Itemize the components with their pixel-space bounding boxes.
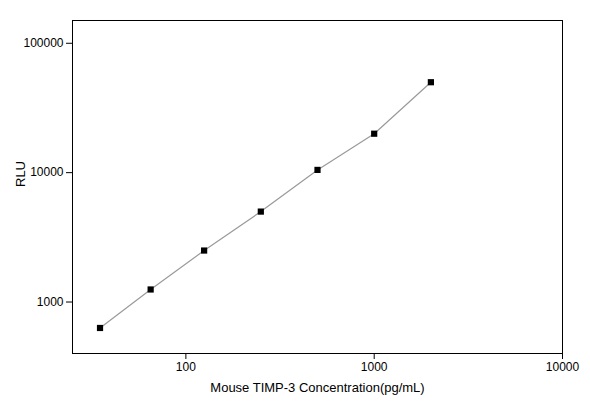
svg-text:10000: 10000 xyxy=(30,165,64,179)
svg-text:1000: 1000 xyxy=(37,295,64,309)
svg-text:Mouse TIMP-3 Concentration(pg/: Mouse TIMP-3 Concentration(pg/mL) xyxy=(210,380,424,395)
svg-text:1000: 1000 xyxy=(361,360,388,374)
svg-text:100: 100 xyxy=(176,360,196,374)
svg-text:RLU: RLU xyxy=(13,161,28,187)
svg-text:100000: 100000 xyxy=(23,36,63,50)
svg-text:10000: 10000 xyxy=(546,360,580,374)
